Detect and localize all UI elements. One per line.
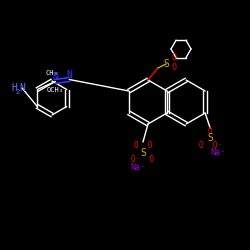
Text: S: S [207, 133, 213, 143]
Text: O⁻  O: O⁻ O [132, 156, 154, 164]
Text: O  O⁻: O O⁻ [198, 140, 222, 149]
Text: N: N [66, 70, 72, 80]
Text: CH₃: CH₃ [46, 70, 59, 76]
Text: Na⁺: Na⁺ [130, 162, 146, 172]
Text: 2: 2 [16, 89, 20, 95]
Text: O  O: O O [134, 142, 152, 150]
Text: S: S [163, 59, 169, 69]
Text: O: O [172, 64, 176, 72]
Text: OCH₃: OCH₃ [46, 86, 63, 92]
Text: Na⁺: Na⁺ [211, 148, 226, 156]
Text: N: N [19, 83, 25, 93]
Text: O: O [208, 126, 212, 136]
Text: S: S [140, 148, 146, 158]
Text: H: H [11, 83, 17, 93]
Text: O: O [172, 54, 176, 62]
Text: N: N [52, 72, 58, 82]
